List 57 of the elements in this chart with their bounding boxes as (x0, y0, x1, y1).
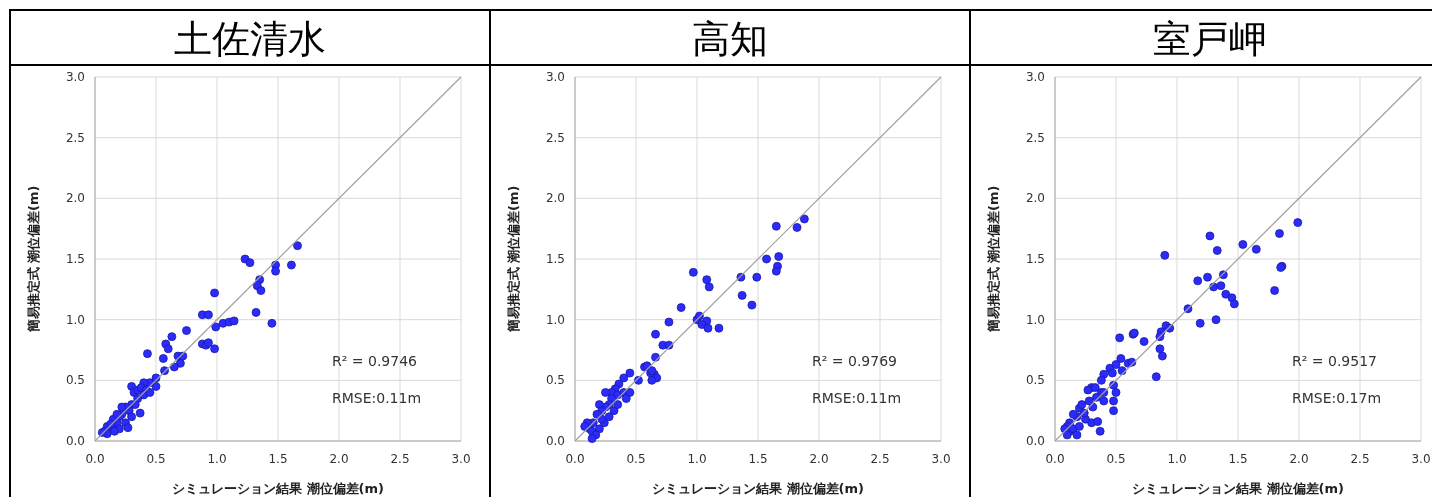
x-tick-label: 1.5 (748, 452, 768, 466)
annotation: R² = 0.9517 (1292, 353, 1377, 369)
y-axis-title: 簡易推定式 潮位偏差(m) (986, 185, 1001, 334)
x-axis-title: シミュレーション結果 潮位偏差(m) (652, 481, 864, 496)
y-tick-label: 1.0 (545, 312, 565, 327)
y-tick-label: 0.5 (1025, 373, 1045, 388)
x-tick-label: 3.0 (1411, 452, 1431, 466)
y-tick-label: 0.5 (65, 373, 85, 388)
x-tick-label: 0.0 (85, 452, 105, 466)
y-tick-label: 3.0 (1025, 70, 1045, 84)
x-tick-label: 2.5 (390, 452, 410, 466)
y-tick-label: 0.0 (545, 434, 565, 448)
annotation: RMSE:0.11m (812, 390, 902, 406)
x-tick-label: 0.5 (1106, 452, 1126, 466)
y-tick-label: 1.5 (1025, 252, 1045, 266)
x-tick-label: 0.0 (565, 452, 585, 466)
y-tick-label: 0.5 (545, 373, 565, 388)
y-tick-label: 2.5 (1025, 130, 1045, 145)
x-tick-label: 1.5 (1228, 452, 1248, 466)
annotation: RMSE:0.17m (1292, 390, 1382, 406)
y-tick-label: 2.0 (65, 191, 85, 206)
annotation: R² = 0.9746 (332, 353, 418, 369)
y-tick-label: 3.0 (545, 70, 565, 84)
x-tick-label: 1.0 (687, 452, 707, 466)
x-tick-label: 3.0 (451, 452, 471, 466)
y-tick-label: 1.0 (1025, 312, 1045, 327)
y-axis-title: 簡易推定式 潮位偏差(m) (506, 185, 521, 334)
x-tick-label: 1.5 (268, 452, 288, 466)
y-tick-label: 1.5 (545, 252, 565, 266)
x-axis-title: シミュレーション結果 潮位偏差(m) (1132, 481, 1344, 496)
x-tick-label: 2.0 (329, 452, 349, 466)
x-tick-label: 2.5 (1350, 452, 1370, 466)
x-axis-title: シミュレーション結果 潮位偏差(m) (172, 481, 384, 496)
y-tick-label: 3.0 (65, 70, 85, 84)
y-tick-label: 2.5 (65, 130, 85, 145)
annotation: RMSE:0.11m (332, 390, 422, 406)
x-tick-label: 1.0 (1167, 452, 1187, 466)
x-tick-label: 1.0 (207, 452, 227, 466)
x-tick-label: 0.5 (626, 452, 646, 466)
y-tick-label: 0.0 (1025, 434, 1045, 448)
x-tick-label: 2.0 (809, 452, 829, 466)
y-tick-label: 2.0 (545, 191, 565, 206)
y-tick-label: 2.5 (545, 130, 565, 145)
x-tick-label: 0.5 (146, 452, 166, 466)
y-axis-title: 簡易推定式 潮位偏差(m) (26, 185, 41, 334)
chart-title: 高知 (692, 17, 768, 61)
x-tick-label: 2.0 (1289, 452, 1309, 466)
annotation: R² = 0.9769 (812, 353, 897, 369)
x-tick-label: 2.5 (870, 452, 890, 466)
y-tick-label: 1.0 (65, 312, 85, 327)
x-tick-label: 0.0 (1045, 452, 1065, 466)
y-tick-label: 1.5 (65, 252, 85, 266)
y-tick-label: 2.0 (1025, 191, 1045, 206)
y-tick-label: 0.0 (65, 434, 85, 448)
chart-title: 土佐清水 (174, 17, 326, 61)
x-tick-label: 3.0 (931, 452, 951, 466)
chart-title: 室戸岬 (1153, 17, 1267, 61)
